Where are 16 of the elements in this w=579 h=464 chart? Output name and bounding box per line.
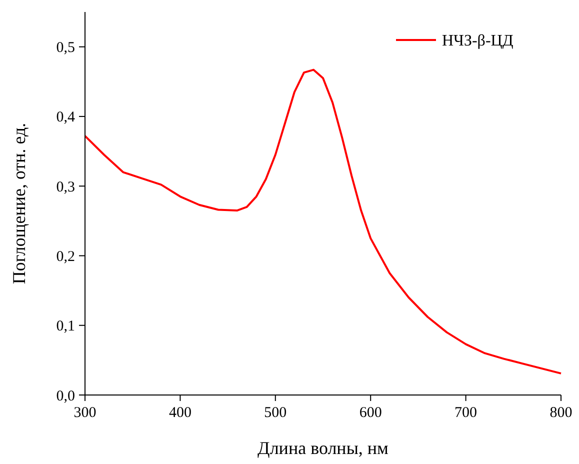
y-tick-label: 0,5: [56, 40, 75, 56]
y-tick-label: 0,3: [56, 179, 75, 196]
y-axis-title: Поглощение, отн. ед.: [9, 122, 29, 284]
x-tick-label: 400: [168, 405, 192, 421]
x-tick-label: 300: [74, 405, 96, 421]
x-tick-label: 500: [264, 405, 287, 421]
x-axis-title: Длина волны, нм: [258, 438, 388, 458]
y-tick-label: 0,4: [56, 110, 76, 126]
x-tick-label: 600: [359, 405, 382, 421]
line-series: [84, 68, 562, 374]
y-tick-label: 0,2: [56, 248, 75, 265]
x-tick-label: 800: [550, 405, 572, 421]
y-tick-label: 0,0: [56, 388, 75, 404]
x-tick-label: 700: [454, 405, 478, 421]
legend-label: НЧЗ-β-ЦД: [442, 32, 514, 50]
y-tick-label: 0,1: [56, 318, 75, 335]
